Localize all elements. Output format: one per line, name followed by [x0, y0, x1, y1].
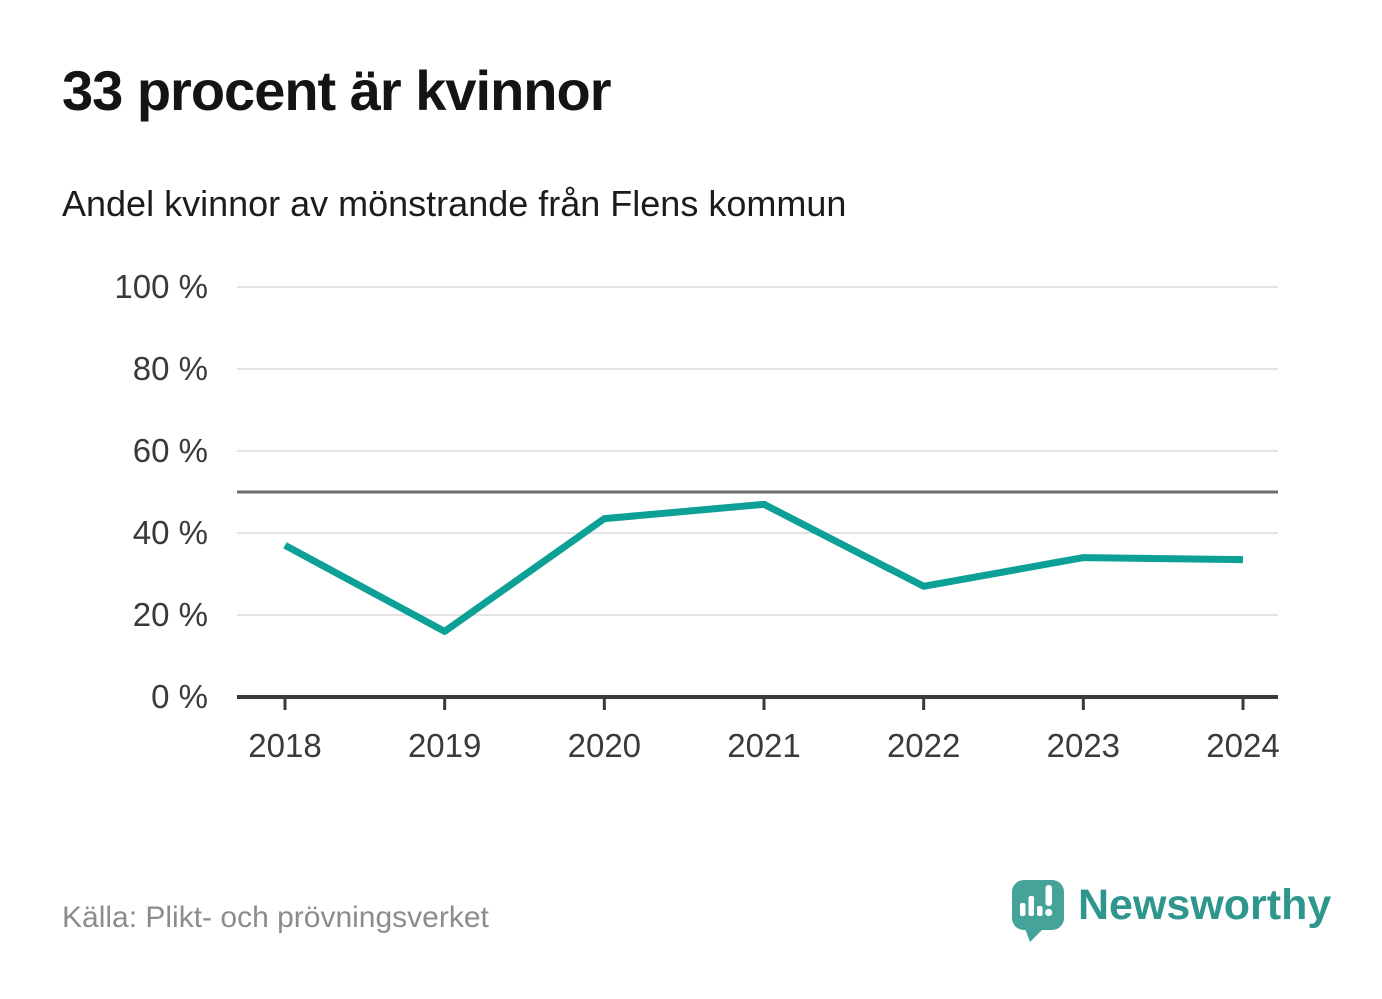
chart-title: 33 procent är kvinnor	[62, 59, 612, 122]
logo-exclamation-bar	[1045, 885, 1052, 906]
x-tick-label: 2021	[727, 727, 800, 764]
y-tick-label: 80 %	[133, 350, 208, 387]
logo-exclamation-dot	[1045, 908, 1053, 917]
source-credit: Källa: Plikt- och prövningsverket	[62, 901, 489, 934]
y-tick-label: 20 %	[133, 596, 208, 633]
logo-bubble-shape	[1012, 880, 1064, 930]
logo-bar-2	[1028, 896, 1034, 916]
x-tick-label: 2019	[408, 727, 481, 764]
newsworthy-wordmark: Newsworthy	[1078, 881, 1332, 929]
logo-bubble-tail	[1024, 926, 1046, 942]
x-tick-label: 2023	[1047, 727, 1120, 764]
x-tick-label: 2022	[887, 727, 960, 764]
y-tick-label: 0 %	[151, 678, 208, 715]
y-tick-label: 60 %	[133, 432, 208, 469]
data-line-andel-kvinnor	[283, 500, 1244, 635]
chart-subtitle: Andel kvinnor av mönstrande från Flens k…	[62, 183, 847, 224]
x-tick-label: 2024	[1206, 727, 1279, 764]
y-tick-label: 100 %	[114, 268, 208, 305]
newsworthy-brand: Newsworthy	[1012, 880, 1331, 944]
y-tick-label: 40 %	[133, 514, 208, 551]
logo-bar-1	[1020, 903, 1026, 916]
newsworthy-logo-icon	[1012, 880, 1064, 942]
logo-bar-3	[1037, 906, 1043, 916]
x-tick-label: 2018	[248, 727, 321, 764]
x-tick-label: 2020	[568, 727, 641, 764]
